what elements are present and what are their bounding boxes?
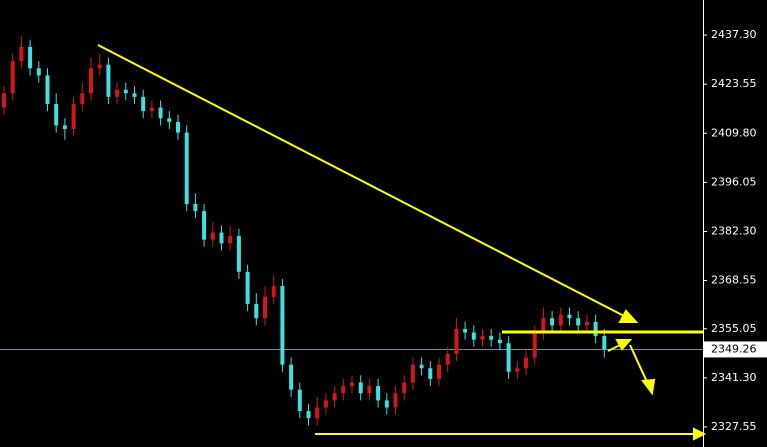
candle-body [428,368,433,379]
arrow-head [641,378,656,396]
candle-body [219,232,224,244]
candle-body [402,382,407,394]
candle-body [323,400,328,408]
candle-body [567,314,572,319]
y-tick-label: 2396.05 [711,175,757,188]
candle-body [289,364,294,390]
annotations [97,44,707,441]
candle-body [263,296,267,319]
y-tick-label: 2327.55 [711,420,757,433]
candle-body [306,411,311,419]
candle-body [489,336,494,340]
candle-body [376,386,381,401]
y-tick-label: 2341.30 [711,371,757,384]
y-tick-label: 2423.55 [711,77,757,90]
trend-line [97,44,629,319]
candle-body [10,61,15,94]
candle-body [532,332,537,358]
candle-body [123,89,128,94]
candle-body [158,107,163,119]
candle-body [271,286,276,297]
candle-body [97,64,102,69]
candle-body [471,332,476,340]
arrow-line [629,344,649,385]
candle-body [176,121,180,133]
last-price-label: 2349.26 [711,342,757,355]
y-tick-label: 2409.80 [711,126,757,139]
candle-body [2,93,6,108]
candle-body [445,353,450,365]
candle-body [202,211,207,240]
y-tick-label: 2382.30 [711,224,757,237]
candle-body [45,75,50,104]
candle-body [236,236,241,272]
candle-body [106,64,111,97]
candle-body [245,271,250,304]
candle-body [89,68,93,94]
candle-body [515,368,520,372]
candle-body [602,336,607,350]
candle-body [280,286,285,365]
candle-body [19,46,24,62]
y-tick-label: 2355.05 [711,322,757,335]
candle-body [480,336,485,340]
candle-body [358,382,363,394]
candle-body [132,93,137,97]
candle-body [62,125,67,129]
y-tick-label: 2437.30 [711,28,757,41]
candle-body [541,318,546,333]
candle-body [184,132,189,204]
arrow-head [615,339,633,351]
candle-body [115,89,120,97]
arrow-head [618,309,639,323]
candle-body [454,328,459,354]
candle-body [524,357,528,369]
arrow-head [693,427,707,441]
candle-body [341,386,346,394]
candle-body [167,118,172,122]
candle-body [210,232,215,240]
candle-body [297,389,302,412]
candle-body [367,386,372,394]
candle-body [141,96,146,112]
candle-body [410,364,415,383]
candle-body [315,407,320,419]
candle-body [350,382,354,387]
candle-body [193,203,198,212]
candle-body [54,103,59,126]
candle-body [149,107,154,112]
candle-body [593,321,598,337]
candle-body [36,68,41,76]
candle-body [550,318,555,326]
candle-body [497,339,502,344]
candle-body [332,393,337,401]
candle-body [576,318,581,326]
candle-body [419,364,424,369]
candle-body [393,393,398,408]
candle-body [506,343,511,372]
candle-body [71,103,76,129]
candle-body [463,328,468,333]
last-price-box [704,341,767,358]
candle-body [437,364,441,379]
candle-body [80,93,85,104]
plot [0,36,703,426]
candle-body [584,321,589,326]
candle-body [254,303,259,319]
y-tick-label: 2368.55 [711,274,757,287]
candle-body [28,46,33,69]
candle-body [558,314,563,326]
candle-body [228,236,233,244]
candle-body [384,400,389,408]
